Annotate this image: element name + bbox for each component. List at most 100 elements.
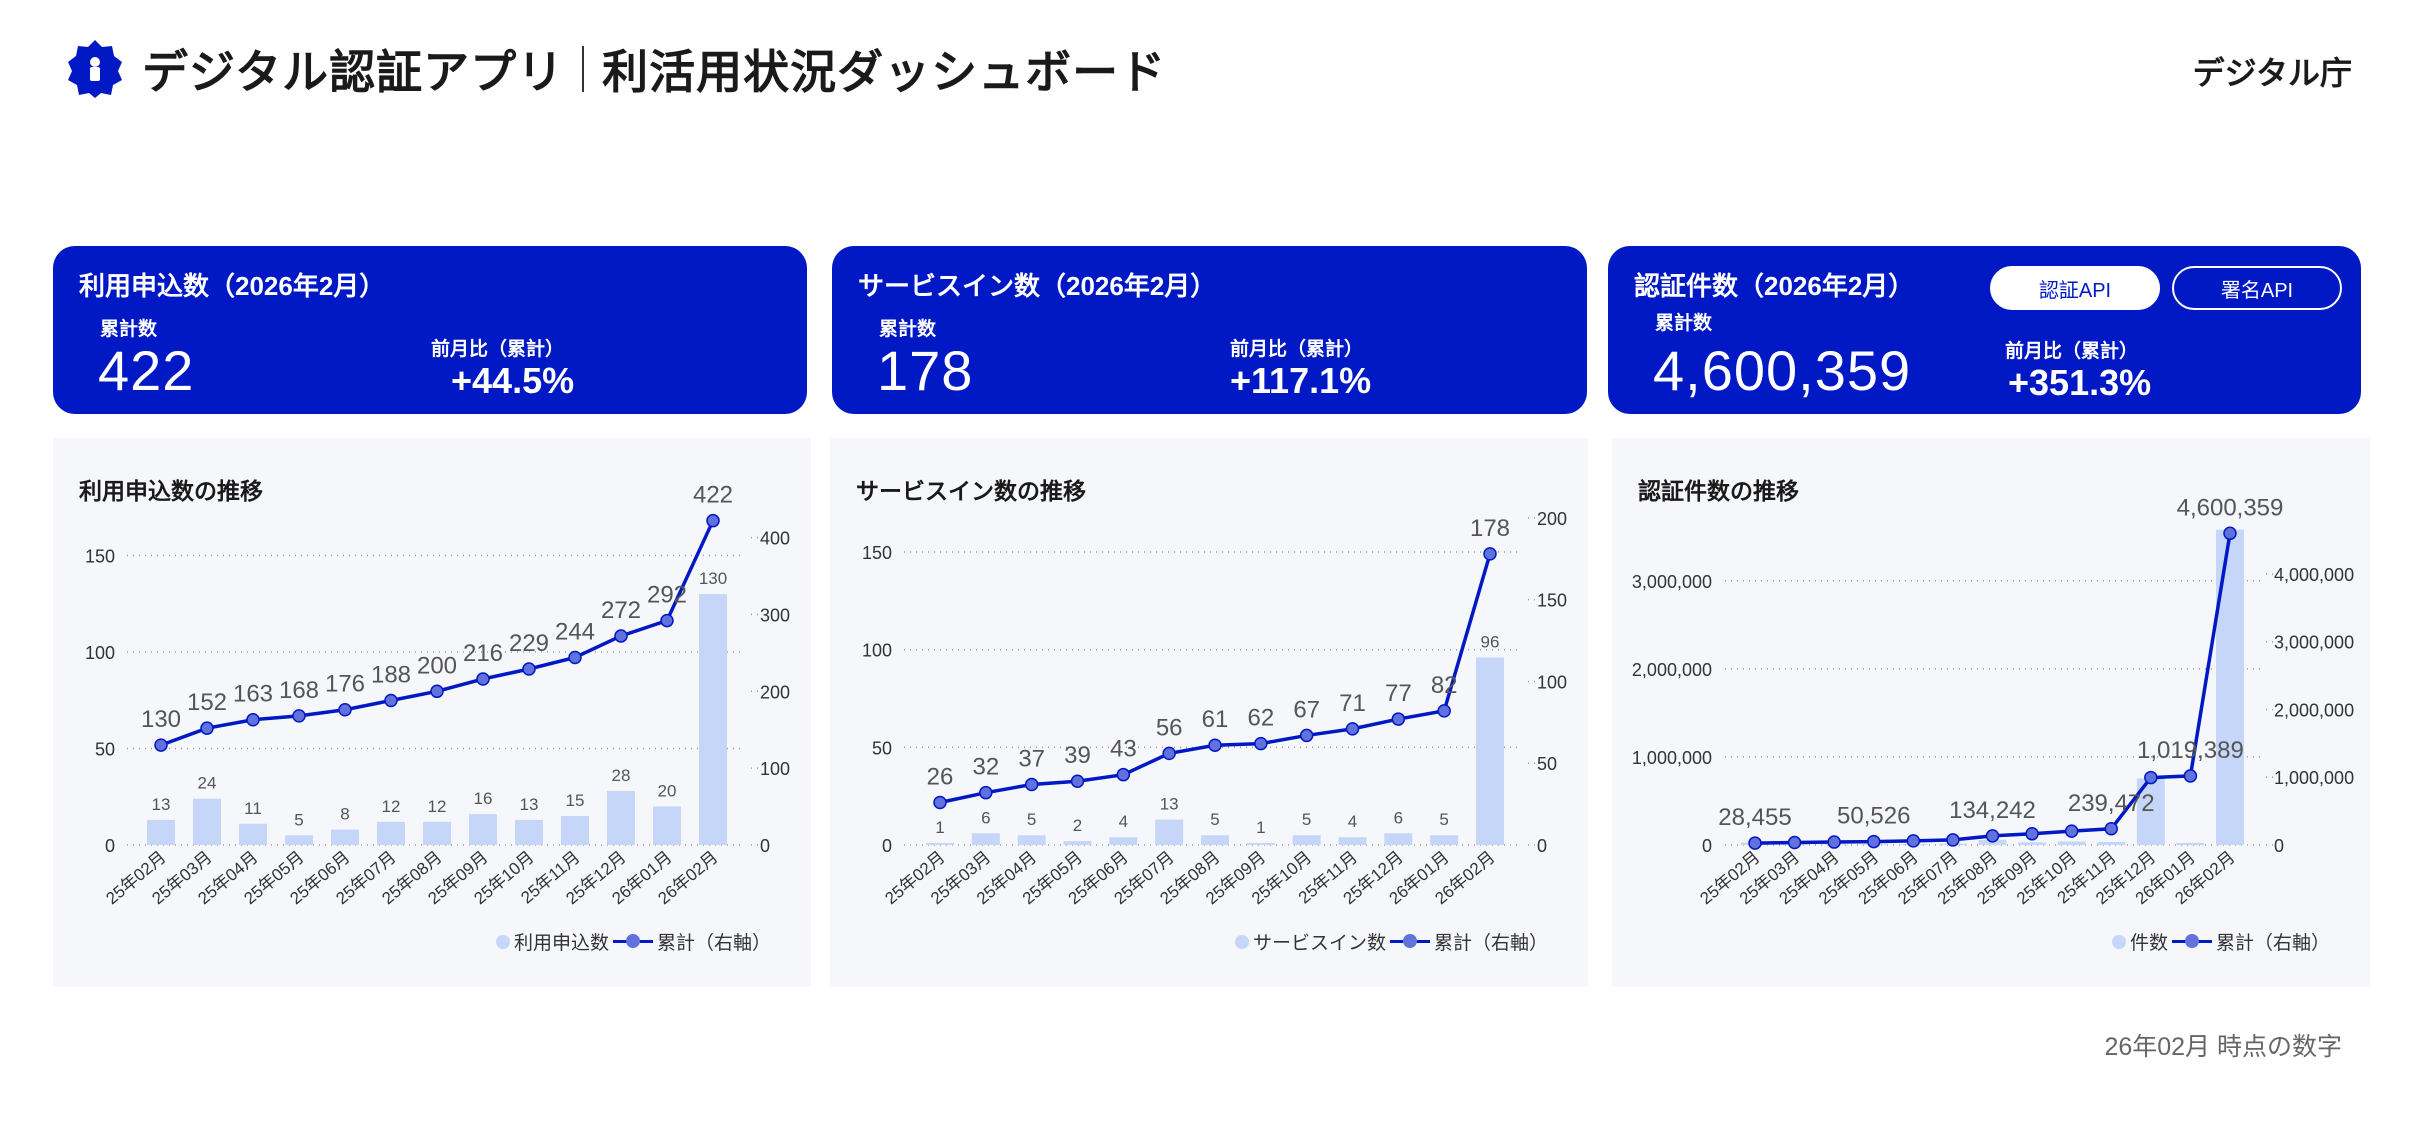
line-data-label: 176 xyxy=(325,671,365,698)
legend-line-swatch xyxy=(1389,934,1430,948)
chart-title: 認証件数の推移 xyxy=(1638,478,1799,504)
bar xyxy=(1476,657,1504,845)
chart-panel-service-in: 0 50 100 150 0 50 100 150 200 1 6 5 2 4 13 5 1 5 4 6 5 96 25年0… xyxy=(830,438,1588,987)
cumulative-point xyxy=(1787,835,1802,850)
cumulative-point xyxy=(1748,836,1762,850)
bar-data-label: 4 xyxy=(1348,812,1357,831)
bar xyxy=(653,806,681,845)
right-axis-tick-label: 3,000,000 xyxy=(2274,633,2354,653)
chart-legend: 利用申込数 累計（右軸） xyxy=(495,928,771,955)
line-data-label: 244 xyxy=(555,618,595,645)
kpi-mom-value: +117.1% xyxy=(1230,360,1372,401)
data-as-of-note: 26年02月 時点の数字 xyxy=(2104,1033,2342,1061)
bar xyxy=(1109,837,1138,845)
bar-data-label: 12 xyxy=(428,797,447,816)
right-axis-tick-label: 200 xyxy=(760,682,790,702)
left-axis-tick-label: 50 xyxy=(872,738,892,758)
line-data-label: 1,019,389 xyxy=(2137,737,2244,764)
kpi-total-label: 累計数 xyxy=(1655,313,1713,334)
kpi-title: 認証件数（2026年2月） xyxy=(1634,271,1915,301)
line-data-label: 134,242 xyxy=(1949,797,2036,824)
left-axis-tick-label: 150 xyxy=(85,546,115,566)
cumulative-point xyxy=(1985,829,2000,843)
cumulative-point xyxy=(200,721,214,735)
cumulative-point xyxy=(568,650,582,665)
line-data-label: 239,472 xyxy=(2068,790,2155,817)
right-axis-tick-label: 100 xyxy=(760,759,790,779)
cumulative-point xyxy=(1208,738,1222,752)
right-axis-tick-label: 50 xyxy=(1537,754,1557,774)
right-axis-tick-label: 0 xyxy=(760,836,770,856)
cumulative-point xyxy=(1070,774,1085,788)
bar xyxy=(2216,529,2244,845)
kpi-total-label: 累計数 xyxy=(100,319,158,340)
kpi-total-value: 422 xyxy=(98,339,195,402)
line-data-label: 28,455 xyxy=(1718,804,1791,831)
kpi-mom-label: 前月比（累計） xyxy=(1230,339,1364,360)
bar-data-label: 24 xyxy=(198,774,217,793)
bar-data-label: 1 xyxy=(1256,818,1265,837)
bar-data-label: 13 xyxy=(1160,795,1179,814)
kpi-mom-value: +351.3% xyxy=(2008,362,2152,403)
cumulative-point xyxy=(384,693,398,708)
cumulative-point xyxy=(2223,526,2237,541)
cumulative-point xyxy=(246,712,260,727)
right-axis-tick-label: 400 xyxy=(760,529,790,549)
kpi-mom-label: 前月比（累計） xyxy=(2005,341,2139,362)
right-axis-tick-label: 0 xyxy=(1537,836,1547,856)
right-axis-tick-label: 1,000,000 xyxy=(2274,768,2354,788)
cumulative-point xyxy=(1827,835,1841,849)
agency-name: デジタル庁 xyxy=(2192,55,2352,91)
line-data-label: 82 xyxy=(1431,672,1458,699)
kpi-mom-label: 前月比（累計） xyxy=(431,339,565,360)
bar xyxy=(2018,842,2047,845)
cumulative-point xyxy=(979,785,993,800)
bar-data-label: 20 xyxy=(658,781,677,800)
line-data-label: 37 xyxy=(1018,745,1045,772)
bar-data-label: 5 xyxy=(294,810,303,829)
line-data-label: 130 xyxy=(141,706,181,733)
bar xyxy=(469,814,497,845)
right-axis-tick-label: 150 xyxy=(1537,591,1567,611)
cumulative-point xyxy=(1391,712,1406,726)
left-axis-tick-label: 2,000,000 xyxy=(1632,660,1712,680)
bar xyxy=(515,819,543,845)
kpi-title: サービスイン数（2026年2月） xyxy=(858,271,1217,301)
chart-panel-authentications: 0 1,000,000 2,000,000 3,000,000 0 1,000,000 2,… xyxy=(1612,438,2370,987)
header: デジタル認証アプリ 利活用状況ダッシュボード xyxy=(68,36,1166,102)
bar xyxy=(607,790,635,845)
kpi-title: 利用申込数（2026年2月） xyxy=(79,271,386,301)
cumulative-point xyxy=(1299,728,1314,743)
bar xyxy=(2057,841,2086,845)
right-axis-tick-label: 100 xyxy=(1537,672,1567,692)
chart-legend: 件数 累計（右軸） xyxy=(2111,928,2330,955)
sign-api-toggle-button[interactable]: 署名API xyxy=(2172,266,2342,310)
chart-panel-applications: 0 50 100 150 0 100 200 300 400 13 24 11 5 8 12 12 16 13 15… xyxy=(53,438,811,987)
auth-api-toggle-button[interactable]: 認証API xyxy=(1990,266,2160,310)
kpi-total-value: 4,600,359 xyxy=(1653,339,1912,402)
cumulative-point xyxy=(1906,834,1921,848)
bar-data-label: 28 xyxy=(612,766,631,785)
cumulative-point xyxy=(2104,822,2118,836)
right-axis-tick-label: 0 xyxy=(2274,836,2284,856)
left-axis-tick-label: 100 xyxy=(85,643,115,663)
line-data-label: 67 xyxy=(1293,696,1320,723)
cumulative-point xyxy=(2064,824,2079,838)
bar xyxy=(1017,835,1046,845)
bar-data-label: 13 xyxy=(152,795,171,814)
line-data-label: 152 xyxy=(187,689,227,716)
left-axis-tick-label: 0 xyxy=(1702,836,1712,856)
bar-data-label: 16 xyxy=(474,789,493,808)
kpi-card-applications: 利用申込数（2026年2月） 累計数 422 前月比（累計） +44.5% xyxy=(53,246,807,414)
line-data-label: 77 xyxy=(1385,680,1412,707)
cumulative-line xyxy=(160,519,715,747)
cumulative-point xyxy=(2025,827,2039,841)
cumulative-point xyxy=(1116,767,1131,782)
kpi-card-authentications: 認証件数（2026年2月） 累計数 4,600,359 前月比（累計） +351… xyxy=(1608,246,2361,414)
kpi-total-label: 累計数 xyxy=(879,319,937,340)
cumulative-point xyxy=(706,513,720,528)
bar xyxy=(1063,841,1092,845)
cumulative-point xyxy=(1483,547,1497,561)
bar-data-label: 5 xyxy=(1027,810,1036,829)
legend-line-label: 累計（右軸） xyxy=(2215,933,2330,954)
